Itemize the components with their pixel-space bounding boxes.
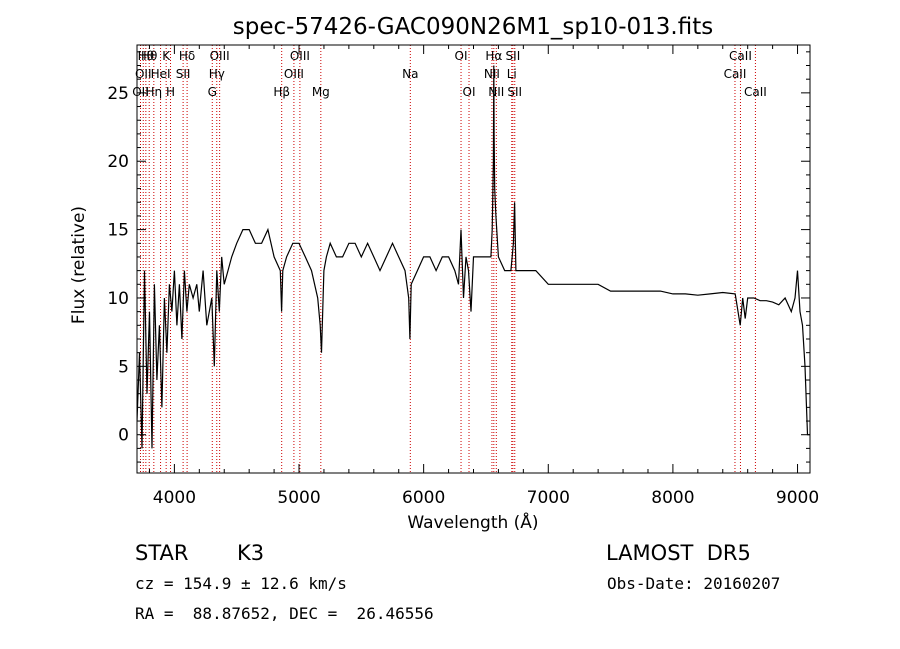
line-label-23: Li: [507, 67, 517, 81]
line-label-12: OIII: [210, 49, 230, 63]
x-tick-label-2: 6000: [402, 488, 445, 508]
spectrum-series-0: [137, 65, 810, 449]
x-tick-label-3: 7000: [527, 488, 570, 508]
line-label-26: CaII: [724, 67, 747, 81]
line-label-4: Hη: [146, 85, 163, 99]
chart-title: spec-57426-GAC090N26M1_sp10-013.fits: [233, 14, 713, 40]
line-label-25: SII: [507, 85, 522, 99]
line-label-22: NII: [488, 85, 504, 99]
y-tick-label-3: 15: [107, 221, 129, 241]
line-label-17: Na: [402, 67, 418, 81]
y-tick-label-1: 5: [118, 357, 129, 377]
survey-name: LAMOST DR5: [606, 541, 751, 565]
line-label-11: Hγ: [209, 67, 225, 81]
line-label-2: Hθ: [138, 49, 154, 63]
line-label-28: CaII: [744, 85, 767, 99]
line-label-0: OII: [132, 85, 149, 99]
line-label-6: K: [162, 49, 171, 63]
line-label-18: OI: [455, 49, 468, 63]
x-tick-label-1: 5000: [277, 488, 320, 508]
coordinates: RA = 88.87652, DEC = 26.46556: [135, 604, 434, 623]
line-label-16: Mg: [312, 85, 330, 99]
y-tick-label-4: 20: [107, 152, 129, 172]
line-label-24: SII: [506, 49, 521, 63]
line-label-10: G: [208, 85, 217, 99]
line-label-9: SII: [176, 67, 191, 81]
line-label-14: OIII: [284, 67, 304, 81]
line-label-27: CaII: [729, 49, 752, 63]
x-tick-label-4: 8000: [651, 488, 694, 508]
y-tick-label-5: 25: [107, 84, 129, 104]
line-label-5: HeI: [151, 67, 171, 81]
line-label-7: H: [166, 85, 175, 99]
x-axis-label: Wavelength (Å): [407, 511, 538, 533]
y-axis-label: Flux (relative): [69, 206, 89, 324]
y-tick-label-0: 0: [118, 426, 129, 446]
line-label-20: NII: [484, 67, 500, 81]
y-tick-label-2: 10: [107, 289, 129, 309]
line-label-19: OI: [463, 85, 476, 99]
line-label-1: OII: [135, 67, 152, 81]
redshift-velocity: cz = 154.9 ± 12.6 km/s: [135, 574, 347, 593]
axis-ticks: 4000 5000 6000 7000 8000 9000 0 5 10 15 20 25: [107, 45, 819, 508]
line-label-3: Hθ: [141, 49, 157, 63]
observation-date: Obs-Date: 20160207: [607, 574, 781, 593]
plot-area: [136, 44, 811, 474]
line-label-8: Hδ: [179, 49, 195, 63]
line-label-21: Hα: [485, 49, 502, 63]
x-tick-label-5: 9000: [776, 488, 819, 508]
spectral-line-labels: OIIOIIHθHθHηHeIKHHδSIIGHγOIIIHβOIIIOIIIM…: [132, 49, 767, 99]
x-tick-label-0: 4000: [153, 488, 196, 508]
object-class: STAR: [135, 541, 189, 565]
object-subclass: K3: [237, 541, 265, 565]
line-label-15: OIII: [290, 49, 310, 63]
line-label-13: Hβ: [273, 85, 290, 99]
spectral-line-markers: [139, 45, 756, 473]
